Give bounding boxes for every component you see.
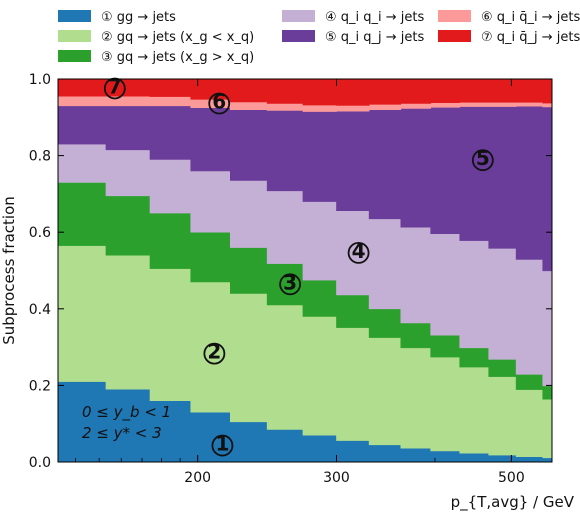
annotation-2: 2 ≤ y* < 3 bbox=[82, 424, 162, 442]
region-marker-circle-1 bbox=[211, 434, 234, 457]
region-marker-circle-4 bbox=[347, 241, 370, 264]
y-tick-label: 0.4 bbox=[29, 302, 51, 318]
legend-label-7: ⑦ q_i q̄_j → jets bbox=[481, 30, 580, 45]
plot-frame bbox=[57, 78, 553, 463]
annotations: 0 ≤ y_b < 1 2 ≤ y* < 3 bbox=[82, 403, 171, 442]
annotation-1: 0 ≤ y_b < 1 bbox=[82, 403, 171, 422]
legend-label-4: ④ q_i q_i → jets bbox=[325, 10, 425, 25]
legend-swatch-7 bbox=[438, 30, 471, 42]
legend-label-1: ① gg → jets bbox=[101, 10, 176, 25]
legend-swatch-3 bbox=[58, 50, 91, 62]
region-marker-circle-3 bbox=[279, 273, 302, 296]
region-labels: 1 2 3 4 5 6 7 bbox=[103, 74, 494, 457]
legend-swatch-1 bbox=[58, 10, 91, 22]
region-marker-circle-6 bbox=[208, 92, 231, 115]
plot-areas bbox=[57, 78, 553, 463]
region-label-1: 1 bbox=[215, 432, 229, 456]
region-label-5: 5 bbox=[476, 146, 490, 170]
legend-label-6: ⑥ q_i q̄_i → jets bbox=[481, 10, 580, 25]
y-tick-label: 0.0 bbox=[29, 455, 51, 471]
y-axis: 0.0 0.2 0.4 0.6 0.8 1.0 bbox=[29, 72, 552, 471]
legend-label-2: ② gq → jets (x_g < x_q) bbox=[101, 30, 254, 45]
region-label-3: 3 bbox=[283, 270, 297, 294]
x-tick-label: 500 bbox=[498, 470, 525, 486]
region-marker-circle-5 bbox=[471, 149, 494, 172]
region-label-6: 6 bbox=[212, 90, 226, 114]
region-marker-circle-7 bbox=[103, 77, 126, 100]
legend-swatch-6 bbox=[438, 10, 471, 22]
y-tick-label: 0.6 bbox=[29, 225, 51, 241]
region-marker-circle-2 bbox=[203, 342, 226, 365]
x-tick-label: 200 bbox=[184, 470, 211, 486]
legend: ① gg → jets ② gq → jets (x_g < x_q) ③ gq →… bbox=[58, 10, 580, 65]
region-label-7: 7 bbox=[108, 74, 122, 98]
y-tick-label: 1.0 bbox=[29, 72, 51, 88]
y-tick-label: 0.8 bbox=[29, 149, 51, 165]
x-tick-label: 300 bbox=[323, 470, 350, 486]
legend-swatch-2 bbox=[58, 30, 91, 42]
y-axis-label: Subprocess fraction bbox=[0, 196, 18, 345]
x-axis-label: p_{T,avg} / GeV bbox=[451, 493, 575, 512]
y-tick-label: 0.2 bbox=[29, 378, 51, 394]
legend-label-5: ⑤ q_i q_j → jets bbox=[325, 30, 425, 45]
legend-label-3: ③ gq → jets (x_g > x_q) bbox=[101, 50, 254, 65]
legend-swatch-4 bbox=[282, 10, 315, 22]
region-label-4: 4 bbox=[352, 239, 366, 263]
legend-swatch-5 bbox=[282, 30, 315, 42]
region-label-2: 2 bbox=[207, 340, 221, 364]
x-axis: 200 300 500 bbox=[75, 79, 525, 486]
